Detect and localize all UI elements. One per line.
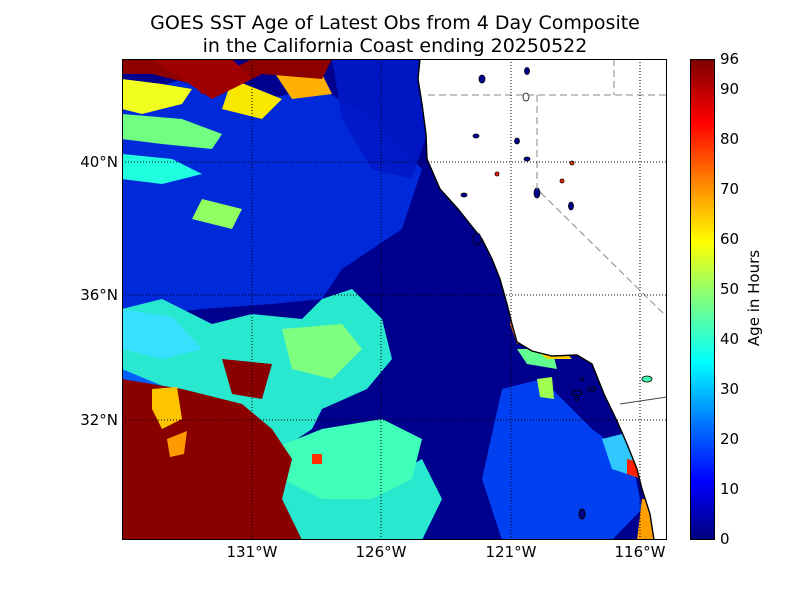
colorbar-tick-70: 70	[720, 180, 740, 198]
lon-tick-126w: 126°W	[355, 543, 407, 561]
colorbar-tick-10: 10	[720, 480, 740, 498]
age-field-red	[122, 59, 332, 540]
graticule	[122, 59, 667, 540]
sst-age-map	[122, 59, 667, 540]
map-title-line1: GOES SST Age of Latest Obs from 4 Day Co…	[150, 12, 640, 34]
colorbar-tick-0: 0	[720, 530, 730, 548]
lon-tick-116w: 116°W	[614, 543, 666, 561]
lat-tick-36n: 36°N	[80, 286, 118, 304]
colorbar-tick-90: 90	[720, 80, 740, 98]
lat-tick-32n: 32°N	[80, 411, 118, 429]
channel-islands	[571, 386, 597, 520]
colorbar-tick-50: 50	[720, 280, 740, 298]
mexico-border	[619, 396, 667, 405]
inland-lakes	[460, 67, 653, 401]
colorbar-tick-40: 40	[720, 330, 740, 348]
age-field-cyan-green	[122, 289, 667, 540]
colorbar-tick-96: 96	[720, 50, 740, 68]
colorbar-tick-30: 30	[720, 380, 740, 398]
lon-tick-121w: 121°W	[485, 543, 537, 561]
colorbar-tick-20: 20	[720, 430, 740, 448]
lat-tick-40n: 40°N	[80, 153, 118, 171]
political-boundaries	[428, 59, 667, 318]
colorbar-tick-80: 80	[720, 130, 740, 148]
colorbar-label: Age in Hours	[745, 249, 763, 347]
map-canvas	[122, 59, 667, 540]
map-title-line2: in the California Coast ending 20250522	[202, 35, 588, 57]
age-field-yellow	[122, 69, 332, 229]
land-mass	[417, 59, 667, 540]
lon-tick-131w: 131°W	[226, 543, 278, 561]
colorbar	[690, 59, 715, 540]
colorbar-tick-60: 60	[720, 230, 740, 248]
